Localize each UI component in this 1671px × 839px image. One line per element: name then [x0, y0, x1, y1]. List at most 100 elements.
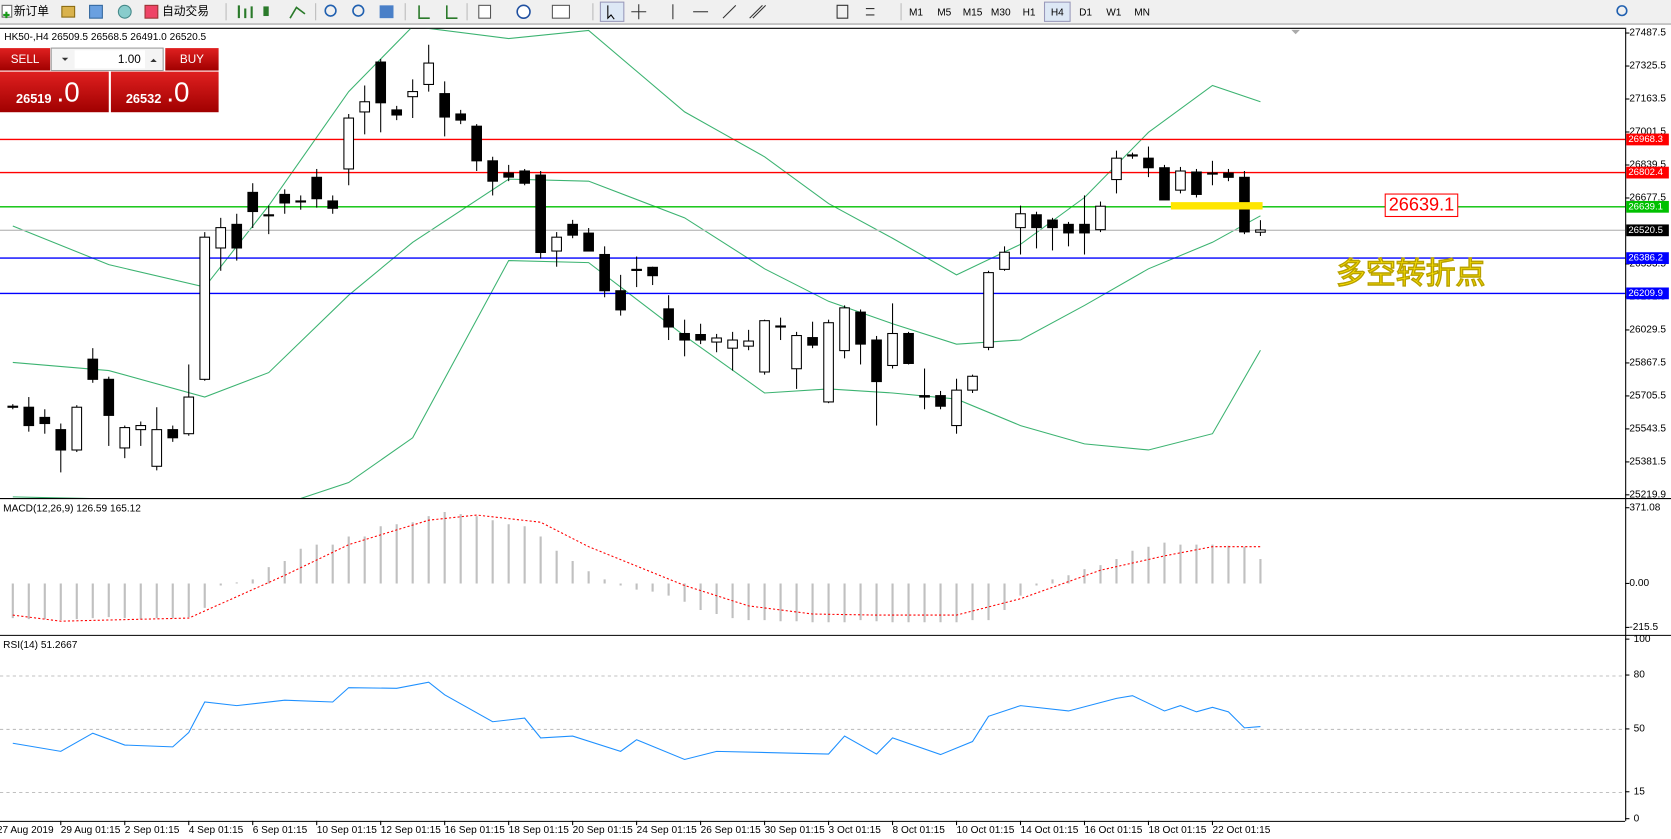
- y-tick-label: 27325.5: [1629, 61, 1666, 72]
- rsi-tick-label: 100: [1634, 634, 1651, 645]
- sell-button[interactable]: [0, 48, 51, 71]
- timeframe[interactable]: M5: [937, 7, 951, 18]
- ask-price[interactable]: 26532: [126, 91, 162, 106]
- y-tick-label: 26839.5: [1629, 160, 1666, 171]
- timeframe[interactable]: H1: [1023, 7, 1036, 18]
- candle-body: [1063, 223, 1074, 234]
- periods-icon[interactable]: [516, 4, 531, 19]
- x-tick-label: 4 Sep 01:15: [189, 825, 244, 836]
- timeframes: M1 M5 M15 M30 H1 H4 D1 W1 MN: [909, 1, 1150, 22]
- candle-body: [231, 223, 243, 249]
- bollinger-band: [12, 28, 1261, 288]
- candle-body: [791, 335, 802, 370]
- sell-label[interactable]: SELL: [11, 53, 40, 66]
- new-order[interactable]: 新订单: [14, 4, 49, 18]
- candle-body: [935, 395, 946, 407]
- candle-body: [39, 416, 51, 425]
- rsi-panel: [0, 675, 1626, 794]
- timeframe[interactable]: MN: [1134, 7, 1150, 18]
- x-tick-label: 27 Aug 2019: [0, 825, 54, 836]
- buy-button[interactable]: [165, 48, 219, 71]
- candle-body: [823, 322, 834, 403]
- lots-field[interactable]: [74, 50, 146, 69]
- candle-body: [1207, 172, 1218, 175]
- timeframe[interactable]: M1: [909, 7, 923, 18]
- toolbar-bg: [0, 0, 1671, 24]
- tool-icon[interactable]: [117, 4, 132, 19]
- templates-icon[interactable]: [551, 4, 570, 19]
- candle-body: [391, 109, 403, 116]
- bollinger-band: [12, 260, 1261, 499]
- rsi-label: RSI(14) 51.2667: [3, 640, 78, 651]
- chart-type-icon[interactable]: [263, 6, 269, 17]
- rsi-line: [12, 681, 1261, 761]
- channel-tool[interactable]: [749, 4, 767, 19]
- annotation-value: 26639.1: [1389, 195, 1454, 215]
- y-tick-label: 25705.5: [1629, 391, 1666, 402]
- shift-icon[interactable]: [446, 5, 458, 19]
- cursor-button[interactable]: [599, 1, 625, 22]
- candle-body: [567, 223, 578, 236]
- candle-body: [1191, 171, 1202, 195]
- x-tick-label: 16 Sep 01:15: [445, 825, 506, 836]
- macd-panel: [11, 512, 1262, 623]
- scroll-icon[interactable]: [418, 5, 430, 19]
- candle-body: [1143, 157, 1154, 169]
- lots-up[interactable]: [150, 58, 157, 62]
- bid-box[interactable]: [0, 71, 109, 113]
- candle-body: [375, 61, 387, 104]
- rsi-tick-label: 50: [1634, 724, 1646, 735]
- tool-icon[interactable]: [89, 4, 103, 19]
- bid-fraction[interactable]: .0: [57, 76, 80, 107]
- rsi-tick-label: 80: [1634, 670, 1646, 681]
- label-tool[interactable]: [836, 4, 849, 19]
- ask-fraction[interactable]: .0: [166, 76, 189, 107]
- buy-label[interactable]: BUY: [180, 53, 204, 66]
- macd-tick-label: -215.5: [1629, 622, 1658, 633]
- annotation-text: 多空转折点: [1336, 258, 1485, 291]
- timeframe[interactable]: W1: [1106, 7, 1122, 18]
- timeframe[interactable]: M15: [963, 7, 983, 18]
- crosshair-icon[interactable]: [631, 4, 647, 20]
- chart-type-icon[interactable]: [237, 5, 253, 19]
- x-tick-label: 14 Oct 01:15: [1021, 825, 1079, 836]
- lots-down[interactable]: [61, 57, 69, 61]
- price-level-label: 26639.1: [1628, 201, 1663, 212]
- candle-body: [1079, 223, 1090, 234]
- timeframe[interactable]: H4: [1051, 7, 1064, 18]
- indicators-icon[interactable]: [478, 4, 492, 19]
- zoom-in[interactable]: [324, 4, 337, 17]
- candle-body: [519, 170, 530, 184]
- auto-trading[interactable]: 自动交易: [162, 4, 209, 18]
- candle-body: [951, 389, 962, 427]
- rsi-tick-label: 0: [1634, 813, 1640, 824]
- bid-price[interactable]: 26519: [16, 91, 52, 106]
- candle-body: [1255, 229, 1266, 233]
- ask-box[interactable]: [110, 71, 219, 113]
- candle-body: [775, 325, 786, 328]
- price-level-tag: [1626, 200, 1669, 213]
- candle-body: [919, 395, 930, 398]
- tile-icon[interactable]: [379, 5, 394, 19]
- arrows-tool[interactable]: [865, 8, 875, 16]
- x-tick-label: 29 Aug 01:15: [61, 825, 121, 836]
- candle-body: [119, 427, 131, 449]
- candle-body: [615, 290, 626, 311]
- candle-body: [727, 339, 738, 349]
- timeframe[interactable]: M30: [991, 7, 1011, 18]
- lots-value[interactable]: 1.00: [118, 53, 141, 66]
- chart-window: [0, 26, 1671, 839]
- candle-body: [135, 425, 147, 431]
- shift-marker: [1291, 29, 1300, 35]
- timeframe[interactable]: D1: [1079, 7, 1092, 18]
- search-icon[interactable]: [1616, 5, 1628, 17]
- chart-type-icon[interactable]: [289, 6, 306, 19]
- trendline-tool[interactable]: [722, 4, 737, 19]
- price-level-label: 26209.9: [1628, 288, 1663, 299]
- zoom-out[interactable]: [352, 4, 365, 17]
- auto-trading-icon[interactable]: [144, 4, 159, 19]
- x-tick-label: 24 Sep 01:15: [637, 825, 698, 836]
- candle-body: [855, 311, 866, 345]
- tool-icon[interactable]: [61, 5, 76, 18]
- y-tick-label: 25381.5: [1629, 457, 1666, 468]
